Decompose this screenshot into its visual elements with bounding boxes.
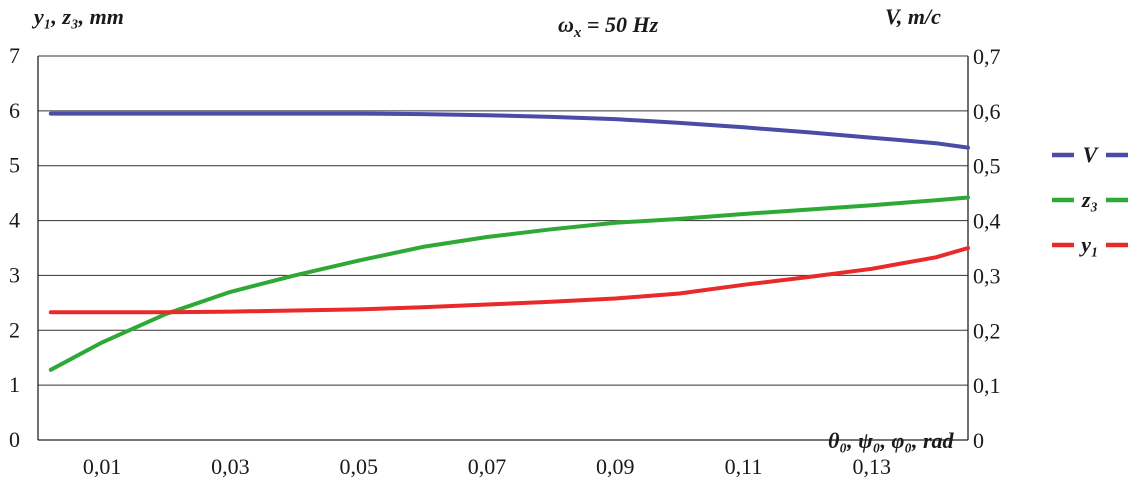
grid-lines [38, 55, 968, 441]
x-axis-label: θ₀, ψ₀, φ₀, rad [828, 428, 955, 453]
x-tick-label: 0,11 [725, 454, 763, 479]
y-right-tick-label: 0,2 [973, 318, 1001, 343]
y-right-tick-label: 0,6 [973, 99, 1001, 124]
y-left-tick-label: 7 [9, 43, 20, 68]
y-right-tick-label: 0,3 [973, 263, 1001, 288]
chart-title: ωx = 50 Hz [558, 12, 659, 41]
y-left-tick-label: 0 [9, 427, 20, 452]
chart-title-symbol: ω [558, 12, 574, 37]
x-tick-label: 0,09 [596, 454, 635, 479]
y-left-tick-label: 4 [9, 208, 20, 233]
y-left-tick-label: 6 [9, 98, 20, 123]
chart-title-subscript: x [573, 25, 582, 41]
legend-label-backdrop [1074, 231, 1106, 257]
series-line [48, 195, 970, 372]
y-right-axis-label: V, m/c [885, 4, 941, 29]
x-tick-label: 0,03 [211, 454, 250, 479]
chart-title-rest: = 50 Hz [581, 12, 658, 37]
y-right-tick-label: 0,7 [973, 44, 1001, 69]
legend-label-backdrop [1074, 186, 1106, 212]
y-left-tick-label: 5 [9, 153, 20, 178]
y-left-axis-label: y₁, z₃, mm [31, 4, 124, 29]
legend-entry-label: z₃ [1081, 187, 1098, 212]
y-right-tick-label: 0,4 [973, 209, 1001, 234]
x-tick-label: 0,07 [468, 454, 507, 479]
y-left-tick-label: 1 [9, 372, 20, 397]
legend-label-backdrop [1074, 141, 1106, 167]
series-line [48, 246, 970, 315]
tick-labels: 0 1 2 3 4 5 6 7 0 0,1 0,2 0,3 0,4 0,5 0,6 0,7 0,01 0,03 0,… [9, 43, 1001, 479]
series-lines [48, 111, 970, 372]
y-left-tick-label: 3 [9, 262, 20, 287]
x-tick-label: 0,05 [339, 454, 378, 479]
x-tick-label: 0,01 [83, 454, 122, 479]
x-tick-label: 0,13 [853, 454, 892, 479]
legend-entry-label: y₁ [1078, 232, 1098, 257]
series-line [48, 111, 970, 150]
y-left-tick-label: 2 [9, 317, 20, 342]
y-right-tick-label: 0,5 [973, 154, 1001, 179]
legend-entry-label: V [1083, 142, 1100, 167]
y-right-tick-label: 0,1 [973, 373, 1001, 398]
legend: Vz₃ y₁ [1052, 141, 1128, 257]
y-right-tick-label: 0 [973, 428, 984, 453]
